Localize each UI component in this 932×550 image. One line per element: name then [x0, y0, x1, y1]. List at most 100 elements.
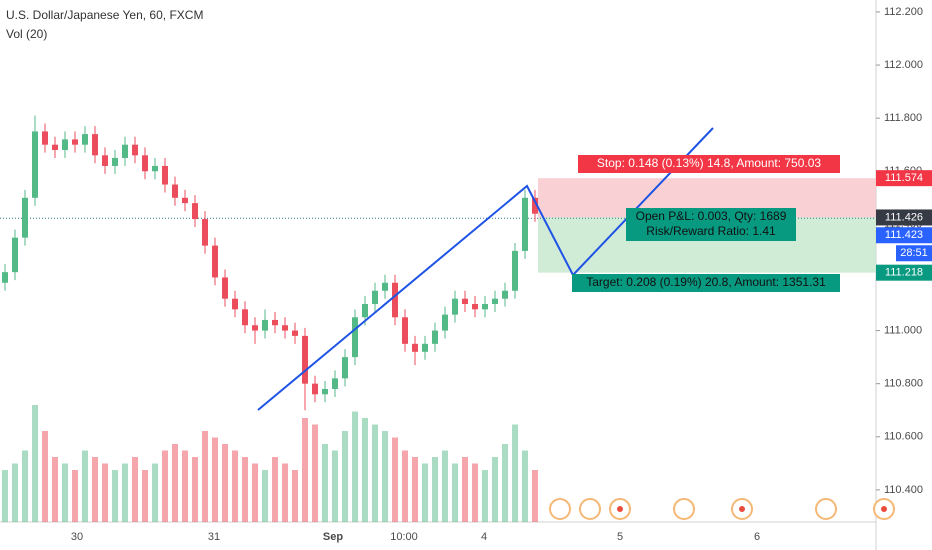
candle-body [122, 144, 128, 158]
volume-bar [452, 463, 458, 522]
volume-bar [302, 418, 308, 522]
volume-bar [132, 457, 138, 522]
volume-bar [112, 470, 118, 522]
volume-bar [202, 431, 208, 522]
volume-bar [342, 431, 348, 522]
pnl-label: Open P&L: 0.003, Qty: 1689 [636, 209, 787, 223]
price-tag-label: 111.574 [885, 172, 923, 184]
candle-body [382, 282, 388, 291]
x-tick-label: 10:00 [390, 531, 418, 543]
volume-bar [222, 444, 228, 522]
y-tick-label: 111.800 [884, 112, 922, 124]
candle-body [212, 245, 218, 278]
time-axis: 30 31 Sep 10:00 4 5 6 [71, 531, 760, 543]
volume-bar [152, 463, 158, 522]
indicator-label: Vol (20) [6, 27, 47, 41]
candle-body [532, 197, 538, 214]
volume-bar [532, 470, 538, 522]
candle-body [492, 298, 498, 305]
candle-body [302, 335, 308, 384]
x-tick-label: 6 [754, 531, 760, 543]
candle-body [422, 343, 428, 352]
volume-bar [472, 463, 478, 522]
rr-label: Risk/Reward Ratio: 1.41 [646, 224, 776, 238]
candle-body [462, 298, 468, 305]
price-tag [876, 264, 932, 281]
volume-bar [212, 437, 218, 522]
chart-title: U.S. Dollar/Japanese Yen, 60, FXCM [6, 8, 203, 22]
pnl-label-box [626, 208, 796, 226]
price-tag [876, 209, 932, 226]
price-tag-label: 111.218 [885, 267, 923, 279]
volume-bar [162, 450, 168, 522]
y-tick-label: 110.400 [884, 484, 923, 496]
candle-body [482, 304, 488, 310]
volume-bar [512, 424, 518, 522]
volume-bar [482, 470, 488, 522]
candle-body [402, 317, 408, 344]
volume-bar [12, 463, 18, 522]
candle-body [182, 197, 188, 204]
candle-body [332, 378, 338, 389]
volume-bar [172, 444, 178, 522]
volume-bar [392, 437, 398, 522]
candle-body [72, 139, 78, 145]
candle-layer [2, 115, 538, 411]
volume-bar [252, 463, 258, 522]
x-tick-label: 31 [208, 531, 220, 543]
volume-bar [312, 424, 318, 522]
candle-body [502, 290, 508, 299]
rr-label-box [626, 223, 796, 241]
volume-bar [362, 418, 368, 522]
candle-body [92, 134, 98, 156]
volume-bar [272, 457, 278, 522]
volume-bar [402, 450, 408, 522]
candle-body [392, 282, 398, 318]
candle-body [432, 330, 438, 344]
volume-bar [122, 463, 128, 522]
volume-bar [22, 450, 28, 522]
candle-body [322, 388, 328, 395]
volume-bar [422, 463, 428, 522]
candle-body [352, 317, 358, 358]
candle-body [362, 304, 368, 318]
candle-body [222, 277, 228, 299]
volume-bar [262, 470, 268, 522]
price-axis: 110.400110.600110.800111.000111.200111.4… [876, 6, 932, 496]
candle-body [232, 298, 238, 310]
price-tag [876, 227, 932, 244]
volume-bar [432, 457, 438, 522]
candle-body [192, 203, 198, 220]
candle-body [152, 165, 158, 172]
countdown: 28:51 [900, 247, 928, 259]
y-tick-label: 112.200 [884, 6, 923, 18]
volume-bar [32, 405, 38, 522]
candle-body [242, 309, 248, 326]
candle-body [472, 304, 478, 310]
candle-body [412, 343, 418, 352]
candle-body [452, 298, 458, 315]
candle-body [142, 155, 148, 172]
volume-bar [142, 470, 148, 522]
volume-bar [492, 457, 498, 522]
volume-bar [62, 463, 68, 522]
price-tag [876, 170, 932, 187]
candle-body [52, 144, 58, 151]
volume-layer [2, 405, 538, 522]
volume-bar [322, 444, 328, 522]
candle-body [312, 383, 318, 395]
candle-body [132, 144, 138, 156]
candle-body [62, 139, 68, 151]
candle-body [372, 290, 378, 305]
price-tag-label: 111.423 [885, 229, 923, 241]
candle-body [512, 250, 518, 291]
volume-bar [232, 450, 238, 522]
candle-body [12, 237, 18, 273]
x-tick-label: 5 [617, 531, 623, 543]
price-tag-label: 111.426 [885, 211, 923, 223]
stop-label: Stop: 0.148 (0.13%) 14.8, Amount: 750.03 [597, 156, 821, 170]
x-tick-label: 4 [481, 531, 487, 543]
target-label: Target: 0.208 (0.19%) 20.8, Amount: 1351… [586, 275, 826, 289]
position-labels: Stop: 0.148 (0.13%) 14.8, Amount: 750.03… [572, 155, 840, 292]
candle-body [82, 134, 88, 145]
